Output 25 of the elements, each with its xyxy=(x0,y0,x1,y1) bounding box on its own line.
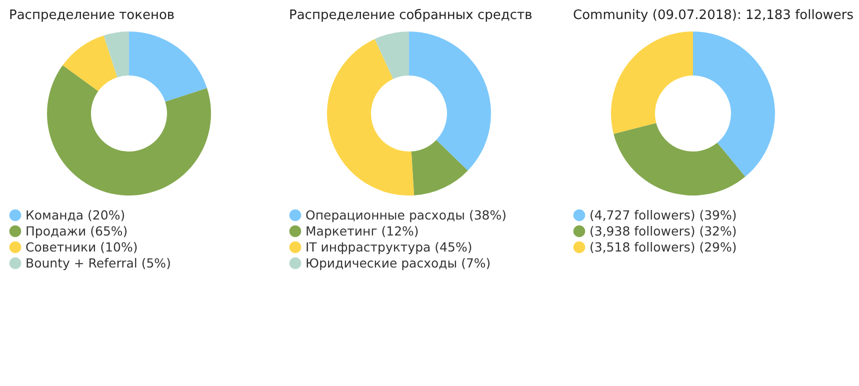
legend-label: Юридические расходы (7%) xyxy=(306,255,491,270)
donut-slice xyxy=(47,65,211,196)
legend-label: (4,727 followers) (39%) xyxy=(590,207,737,222)
donut-slice xyxy=(614,122,746,196)
legend-label: Маркетинг (12%) xyxy=(306,223,419,238)
legend-label: IT инфраструктура (45%) xyxy=(306,239,472,254)
donut-slice xyxy=(129,32,207,102)
donut-slice xyxy=(374,32,409,79)
donut-slice xyxy=(62,36,118,92)
donut-slice xyxy=(104,32,129,78)
donut-slice xyxy=(411,140,468,196)
legend-label: Продажи (65%) xyxy=(26,223,128,238)
legend-label: Советники (10%) xyxy=(26,239,138,254)
legend-label: Bounty + Referral (5%) xyxy=(26,255,171,270)
donut-slice xyxy=(409,32,491,171)
chart-title: Community (09.07.2018): 12,183 followers xyxy=(573,8,854,23)
legend-label: (3,518 followers) (29%) xyxy=(590,239,737,254)
donut-slice xyxy=(611,32,693,134)
donut-slice xyxy=(693,32,775,177)
legend-label: (3,938 followers) (32%) xyxy=(590,223,737,238)
chart-title: Распределение собранных средств xyxy=(289,8,532,23)
donut-slice xyxy=(327,39,414,196)
legend-label: Команда (20%) xyxy=(26,207,126,222)
chart-title: Распределение токенов xyxy=(9,8,175,23)
legend-label: Операционные расходы (38%) xyxy=(306,207,506,222)
